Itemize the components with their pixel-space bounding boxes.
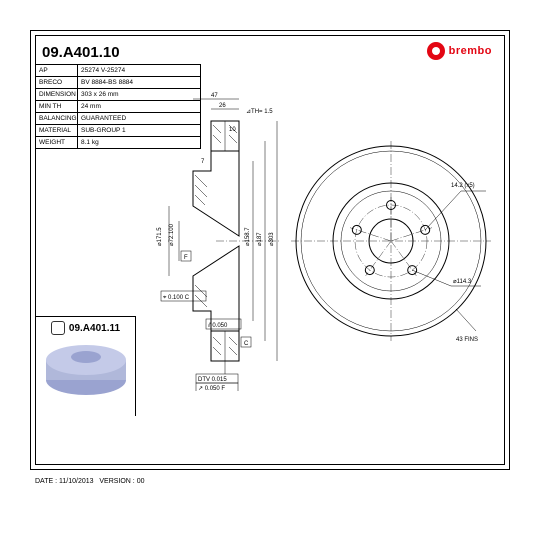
logo-text: brembo: [449, 45, 492, 57]
dim-187: ⌀187: [257, 232, 263, 246]
part-number: 09.A401.10: [42, 44, 120, 61]
dim-26: 26: [219, 103, 226, 109]
dim-158: ⌀158.7: [245, 227, 251, 246]
datum-f: F: [184, 255, 188, 261]
runout: ↗ 0.050 F: [198, 386, 225, 391]
variant-box: 09.A401.11: [36, 316, 136, 416]
front-view-drawing: 14.2 (x5) ⌀114.3 43 FINS: [291, 91, 491, 391]
disc-3d-render: [46, 345, 126, 395]
inner-frame: brembo 09.A401.10 AP25274 V-25274 BRECOB…: [35, 35, 505, 465]
footer: DATE : 11/10/2013 VERSION : 00: [35, 478, 145, 485]
variant-number: 09.A401.11: [69, 323, 120, 334]
brembo-logo: brembo: [427, 42, 492, 60]
datum-c: C: [244, 341, 249, 347]
dim-th: ⊿TH= 1.5: [246, 109, 273, 115]
dim-303: ⌀303: [269, 232, 275, 246]
hand-icon: [51, 321, 65, 335]
dim-pcd: ⌀114.3: [453, 279, 472, 285]
date-label: DATE :: [35, 478, 57, 485]
profile-lower: [193, 246, 239, 361]
gtol-1: ⌖ 0.100 C: [163, 295, 190, 301]
dim-171: ⌀171.5: [157, 227, 163, 246]
dim-47: 47: [211, 93, 218, 99]
cross-section-drawing: 47 26 ⊿TH= 1.5 10 7: [151, 91, 281, 391]
table-row: BRECOBV 8884-BS 8884: [36, 77, 200, 89]
date-value: 11/10/2013: [59, 478, 94, 485]
dim-10: 10: [229, 127, 236, 133]
dim-72: ⌀72.100: [169, 223, 175, 246]
gtol-2: ⫽ 0.050: [207, 322, 228, 329]
version-value: 00: [137, 478, 145, 485]
drawing-frame: brembo 09.A401.10 AP25274 V-25274 BRECOB…: [30, 30, 510, 470]
version-label: VERSION :: [99, 478, 134, 485]
logo-icon: [427, 42, 445, 60]
dim-fins: 43 FINS: [456, 337, 478, 343]
dtv: DTV 0.015: [198, 377, 227, 383]
table-row: AP25274 V-25274: [36, 65, 200, 77]
dim-bolt: 14.2 (x5): [451, 183, 475, 189]
variant-title: 09.A401.11: [36, 317, 135, 339]
dim-7: 7: [201, 159, 205, 165]
profile-upper: [193, 121, 239, 236]
